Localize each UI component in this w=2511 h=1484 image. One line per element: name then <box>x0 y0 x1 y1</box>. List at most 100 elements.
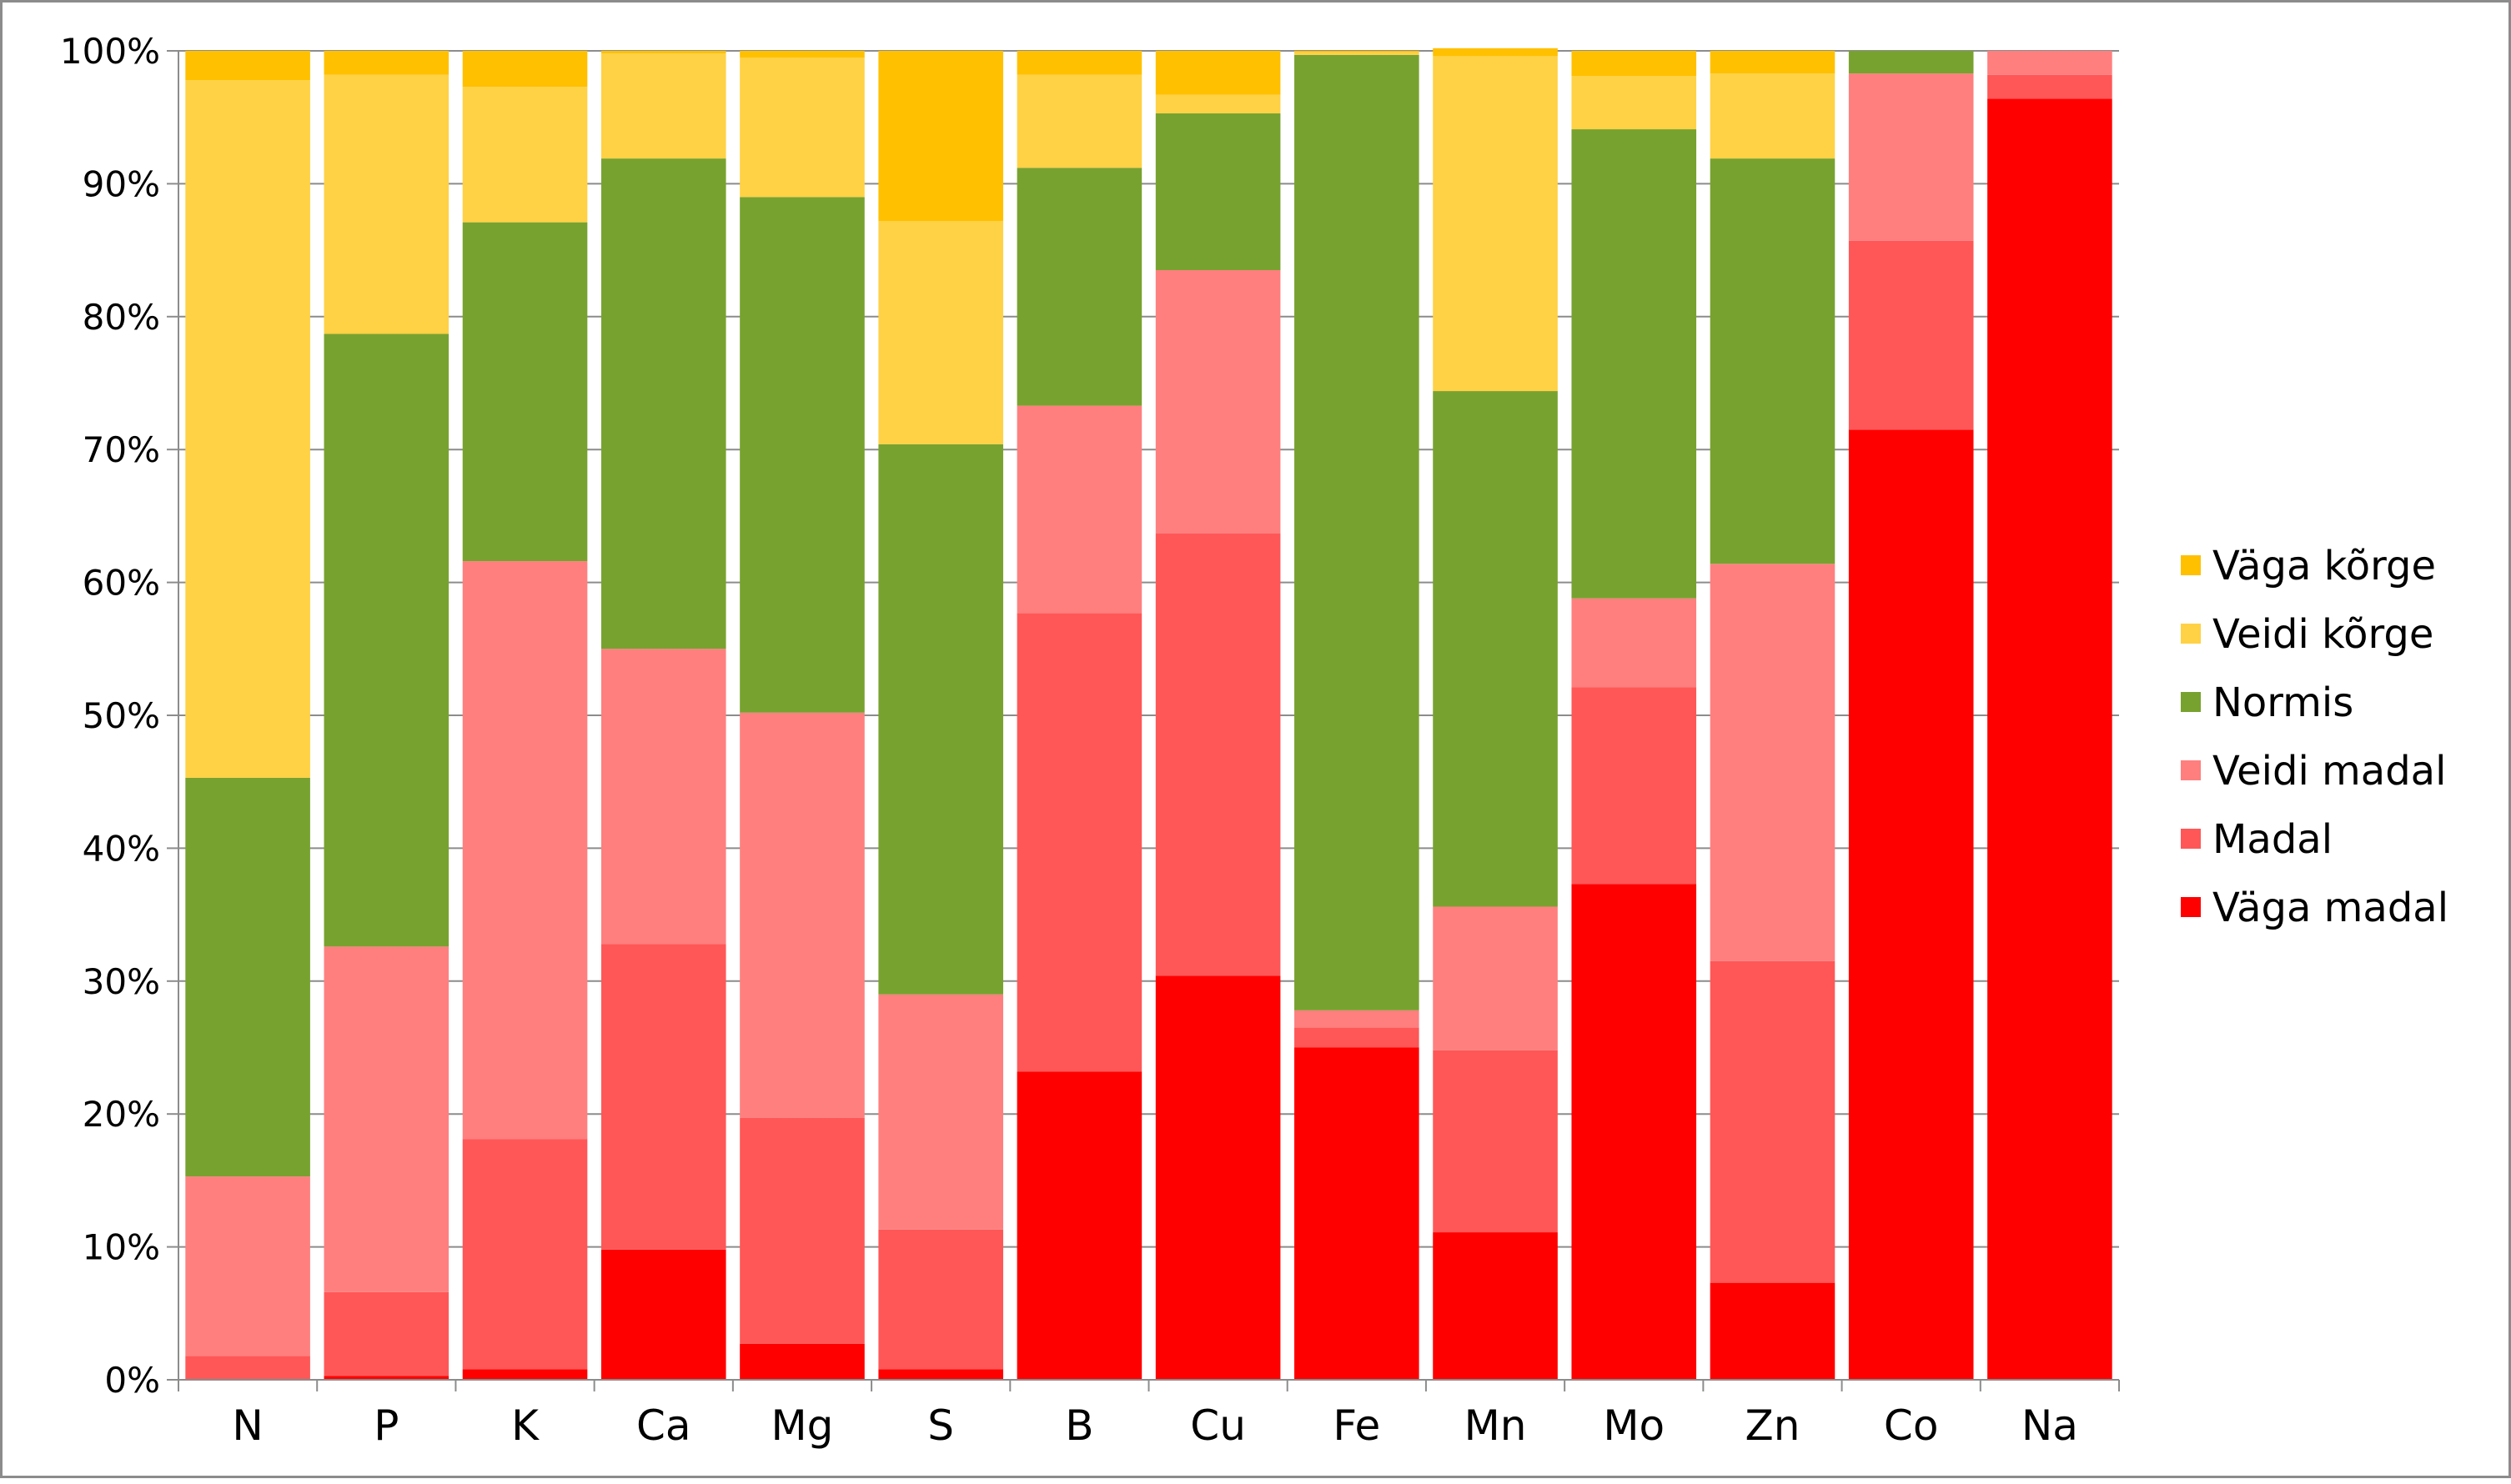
bar-segment-mo-2 <box>1571 598 1697 688</box>
x-tick-label: Na <box>2021 1401 2078 1450</box>
bar-segment-ca-3 <box>600 158 726 649</box>
bar-segment-s-5 <box>878 51 1003 222</box>
legend-swatch <box>2181 829 2201 849</box>
bar-segment-s-1 <box>878 1229 1003 1370</box>
bar-segment-b-3 <box>1017 168 1143 406</box>
x-tick-label: Mn <box>1464 1401 1527 1450</box>
bars <box>185 48 2112 1380</box>
bar-segment-ca-5 <box>600 51 726 54</box>
bar-segment-k-3 <box>462 222 588 562</box>
bar-segment-mn-3 <box>1433 391 1558 907</box>
x-tick-label: B <box>1065 1401 1093 1450</box>
bar-segment-n-2 <box>185 1176 310 1356</box>
axes <box>178 51 2120 1391</box>
bar-segment-ca-0 <box>600 1249 726 1380</box>
bar-segment-mg-2 <box>740 712 865 1118</box>
bar-segment-zn-0 <box>1710 1282 1836 1380</box>
bar-segment-k-2 <box>462 561 588 1140</box>
bar-segment-p-0 <box>324 1376 449 1380</box>
x-tick-label: Mo <box>1603 1401 1665 1450</box>
bar-segment-zn-1 <box>1710 960 1836 1283</box>
bar-segment-s-0 <box>878 1369 1003 1380</box>
y-tick-labels: 0% 10% 20% 30% 40% 50% 60% 70% 80% 90% 100% <box>60 31 160 1401</box>
bar-segment-zn-2 <box>1710 564 1836 961</box>
bar-segment-s-2 <box>878 994 1003 1230</box>
bar-segment-fe-3 <box>1294 54 1419 1010</box>
bar-segment-s-3 <box>878 444 1003 995</box>
bar-segment-fe-4 <box>1294 52 1419 55</box>
x-tick-label: Ca <box>636 1401 691 1450</box>
bar-segment-mg-3 <box>740 197 865 713</box>
bar-segment-mg-5 <box>740 51 865 58</box>
bar-segment-zn-3 <box>1710 158 1836 564</box>
bar-segment-mn-0 <box>1433 1232 1558 1380</box>
bar-segment-mn-1 <box>1433 1050 1558 1233</box>
x-tick-label: Co <box>1884 1401 1939 1450</box>
bar-segment-fe-0 <box>1294 1047 1419 1380</box>
legend-label: Madal <box>2212 816 2333 863</box>
bar-segment-k-5 <box>462 51 588 88</box>
legend-swatch <box>2181 760 2201 780</box>
bar-segment-zn-4 <box>1710 73 1836 159</box>
bar-segment-co-1 <box>1848 240 1974 430</box>
y-tick-label: 100% <box>60 31 160 72</box>
x-tick-label: Cu <box>1190 1401 1246 1450</box>
y-tick-label: 40% <box>83 828 160 869</box>
bar-segment-p-3 <box>324 333 449 947</box>
bar-segment-k-4 <box>462 87 588 223</box>
bar-segment-p-1 <box>324 1291 449 1376</box>
bar-segment-b-1 <box>1017 613 1143 1072</box>
bar-segment-mg-0 <box>740 1343 865 1380</box>
bar-segment-na-2 <box>1987 51 2112 75</box>
legend-label: Normis <box>2212 679 2353 726</box>
bar-segment-cu-3 <box>1155 113 1281 271</box>
bar-segment-cu-4 <box>1155 94 1281 113</box>
bar-segment-mo-1 <box>1571 687 1697 885</box>
bar-segment-mg-1 <box>740 1117 865 1344</box>
legend: Väga kõrge Veidi kõrge Normis Veidi madal Ma… <box>2181 543 2448 931</box>
y-tick-label: 80% <box>83 297 160 338</box>
y-tick-label: 20% <box>83 1094 160 1135</box>
bar-segment-n-3 <box>185 777 310 1177</box>
bar-segment-mo-0 <box>1571 884 1697 1380</box>
legend-swatch <box>2181 624 2201 644</box>
bar-segment-na-1 <box>1987 74 2112 99</box>
y-tick-label: 0% <box>104 1360 160 1401</box>
bar-segment-b-2 <box>1017 405 1143 614</box>
bar-segment-n-4 <box>185 80 310 778</box>
stacked-bar-chart: 0% 10% 20% 30% 40% 50% 60% 70% 80% 90% 100% N P K Ca M… <box>60 31 2448 1450</box>
bar-segment-n-5 <box>185 51 310 81</box>
bar-segment-k-1 <box>462 1139 588 1370</box>
bar-segment-na-0 <box>1987 98 2112 1380</box>
bar-segment-ca-2 <box>600 649 726 945</box>
bar-segment-b-5 <box>1017 51 1143 75</box>
bar-segment-co-0 <box>1848 429 1974 1380</box>
legend-swatch <box>2181 897 2201 917</box>
y-tick-label: 50% <box>83 695 160 736</box>
y-tick-label: 60% <box>83 563 160 604</box>
bar-segment-b-4 <box>1017 74 1143 168</box>
bar-segment-fe-1 <box>1294 1027 1419 1048</box>
legend-label: Väga madal <box>2212 885 2448 931</box>
bar-segment-p-5 <box>324 51 449 75</box>
bar-segment-n-1 <box>185 1356 310 1380</box>
bar-segment-cu-2 <box>1155 270 1281 534</box>
bar-segment-ca-4 <box>600 53 726 159</box>
bar-segment-fe-2 <box>1294 1010 1419 1028</box>
bar-segment-p-2 <box>324 946 449 1292</box>
legend-label: Väga kõrge <box>2212 543 2436 589</box>
legend-label: Veidi kõrge <box>2212 611 2433 658</box>
x-tick-label: N <box>232 1401 263 1450</box>
bar-segment-cu-0 <box>1155 975 1281 1380</box>
x-tick-label: Mg <box>771 1401 834 1450</box>
y-tick-label: 70% <box>83 429 160 470</box>
y-tick-label: 90% <box>83 163 160 204</box>
bar-segment-p-4 <box>324 74 449 334</box>
bar-segment-b-0 <box>1017 1071 1143 1380</box>
x-tick-labels: N P K Ca Mg S B Cu Fe Mn Mo Zn Co Na <box>232 1401 2078 1450</box>
y-tick-label: 30% <box>83 961 160 1002</box>
bar-segment-co-2 <box>1848 73 1974 241</box>
bar-segment-mn-2 <box>1433 906 1558 1050</box>
bar-segment-mo-4 <box>1571 76 1697 130</box>
